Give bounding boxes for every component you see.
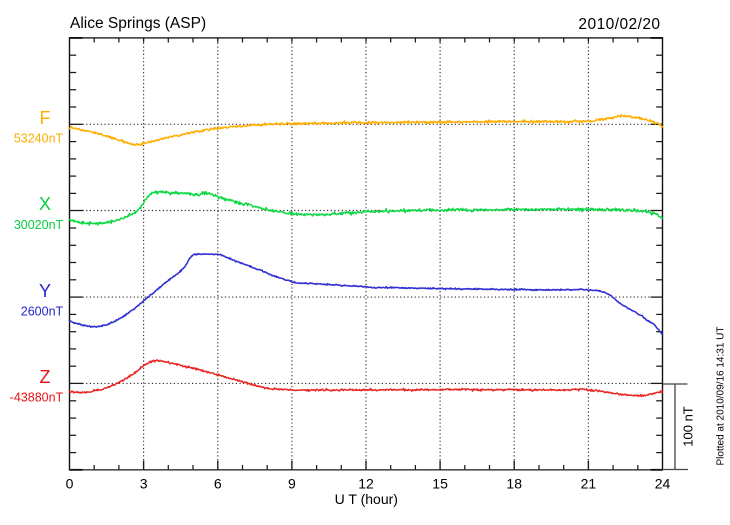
svg-text:100 nT: 100 nT	[681, 406, 696, 447]
svg-text:30020nT: 30020nT	[14, 218, 64, 232]
svg-text:Alice Springs (ASP): Alice Springs (ASP)	[70, 15, 206, 32]
svg-text:2600nT: 2600nT	[21, 304, 64, 318]
svg-text:3: 3	[140, 476, 148, 492]
svg-text:9: 9	[288, 476, 296, 492]
svg-text:U T (hour): U T (hour)	[335, 491, 398, 507]
svg-text:18: 18	[506, 476, 522, 492]
svg-text:21: 21	[581, 476, 597, 492]
svg-text:Z: Z	[40, 367, 51, 387]
svg-text:12: 12	[358, 476, 374, 492]
svg-text:2010/02/20: 2010/02/20	[578, 16, 660, 33]
svg-text:X: X	[39, 194, 51, 214]
svg-text:-43880nT: -43880nT	[10, 391, 64, 405]
svg-text:24: 24	[655, 476, 671, 492]
svg-text:Plotted at 2010/09/16 14:31 UT: Plotted at 2010/09/16 14:31 UT	[716, 327, 727, 466]
svg-text:0: 0	[66, 476, 74, 492]
svg-text:53240nT: 53240nT	[14, 132, 64, 146]
svg-text:F: F	[40, 108, 51, 128]
svg-text:Y: Y	[39, 281, 51, 301]
svg-text:15: 15	[432, 476, 448, 492]
svg-text:6: 6	[214, 476, 222, 492]
